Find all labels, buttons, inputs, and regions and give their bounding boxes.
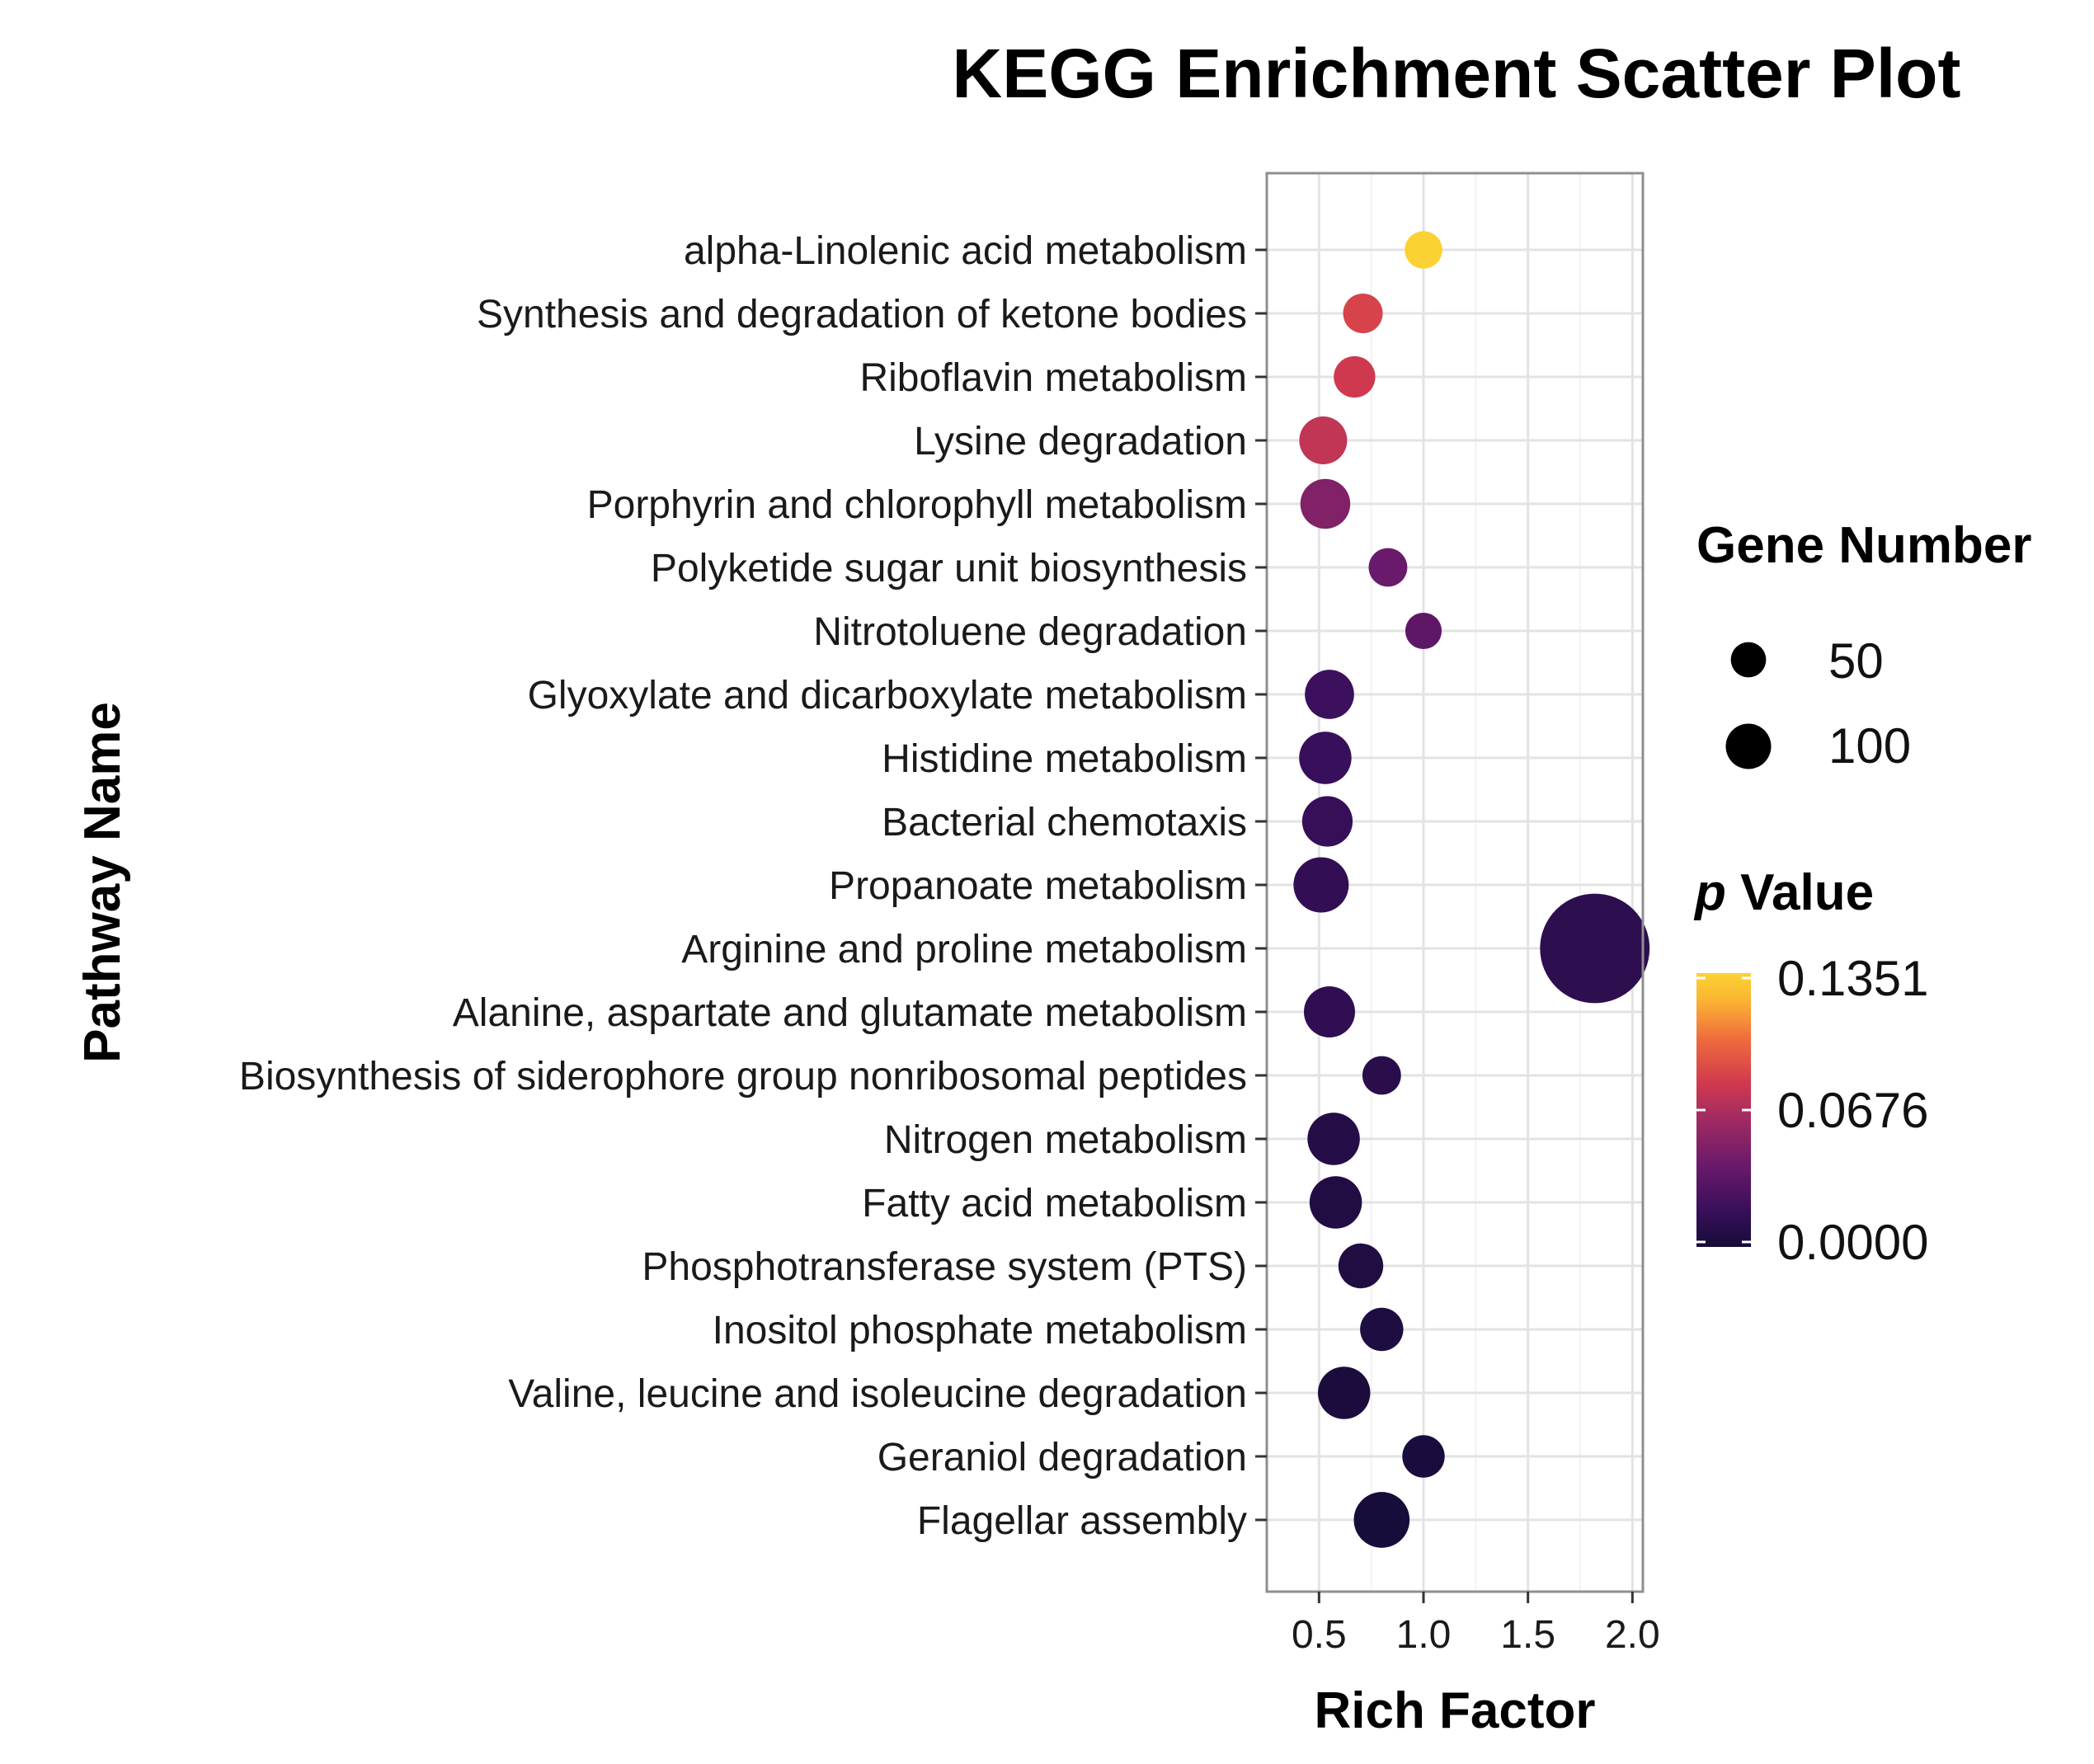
data-point bbox=[1362, 1056, 1401, 1095]
pathway-label: Glyoxylate and dicarboxylate metabolism bbox=[528, 674, 1247, 717]
size-legend-label-100: 100 bbox=[1828, 718, 1911, 774]
data-point bbox=[1300, 478, 1351, 529]
size-legend-label-50: 50 bbox=[1828, 633, 1884, 689]
data-point bbox=[1317, 1367, 1371, 1419]
color-legend-title-rest: Value bbox=[1726, 864, 1874, 921]
data-points bbox=[1293, 231, 1650, 1548]
x-tick-label: 1.5 bbox=[1500, 1613, 1555, 1657]
color-legend-title-italic: p bbox=[1693, 864, 1726, 921]
pathway-label: Porphyrin and chlorophyll metabolism bbox=[587, 483, 1247, 527]
color-legend-label-max: 0.1351 bbox=[1777, 951, 1929, 1006]
data-point bbox=[1304, 986, 1355, 1037]
data-point bbox=[1334, 355, 1376, 398]
color-legend-title: p Value bbox=[1693, 864, 1874, 921]
pathway-label: Propanoate metabolism bbox=[829, 864, 1247, 908]
pathway-label: Lysine degradation bbox=[914, 420, 1247, 463]
data-point bbox=[1309, 1176, 1362, 1229]
pathway-label: Bacterial chemotaxis bbox=[882, 801, 1247, 844]
pathway-label: Phosphotransferase system (PTS) bbox=[642, 1245, 1247, 1289]
pathway-label: Geraniol degradation bbox=[878, 1436, 1247, 1479]
pathway-label: Histidine metabolism bbox=[882, 737, 1247, 781]
x-tick-label: 1.0 bbox=[1396, 1613, 1452, 1657]
color-legend-label-mid: 0.0676 bbox=[1777, 1083, 1929, 1138]
data-point bbox=[1299, 416, 1348, 464]
pathway-label: Nitrotoluene degradation bbox=[813, 610, 1247, 654]
chart-title: KEGG Enrichment Scatter Plot bbox=[953, 35, 1961, 112]
pathway-label: Nitrogen metabolism bbox=[884, 1118, 1247, 1162]
data-point bbox=[1368, 548, 1408, 587]
pathway-label: Riboflavin metabolism bbox=[859, 356, 1247, 400]
data-point bbox=[1305, 670, 1354, 719]
color-legend-label-min: 0.0000 bbox=[1777, 1215, 1929, 1270]
pathway-label: Valine, leucine and isoleucine degradati… bbox=[508, 1372, 1247, 1416]
pathway-label: Arginine and proline metabolism bbox=[681, 928, 1247, 971]
data-point bbox=[1307, 1112, 1360, 1165]
size-legend-circle-100 bbox=[1725, 723, 1772, 769]
data-point bbox=[1405, 231, 1442, 269]
data-point bbox=[1338, 1243, 1384, 1289]
size-legend-circle-50 bbox=[1730, 642, 1767, 678]
x-tick-label: 2.0 bbox=[1605, 1613, 1660, 1657]
x-axis-ticks: 0.5 1.0 1.5 2.0 bbox=[1292, 1592, 1660, 1657]
x-tick-label: 0.5 bbox=[1292, 1613, 1347, 1657]
data-point bbox=[1299, 731, 1352, 784]
pathway-label: Alanine, aspartate and glutamate metabol… bbox=[453, 991, 1247, 1035]
pathway-label: alpha-Linolenic acid metabolism bbox=[684, 229, 1247, 273]
pathway-label: Polyketide sugar unit biosynthesis bbox=[651, 547, 1247, 590]
y-axis-title: Pathway Name bbox=[74, 702, 131, 1063]
x-axis-title: Rich Factor bbox=[1314, 1682, 1595, 1739]
data-point bbox=[1540, 893, 1650, 1004]
pathway-label: Synthesis and degradation of ketone bodi… bbox=[477, 293, 1247, 336]
data-point bbox=[1405, 612, 1442, 650]
data-point bbox=[1402, 1435, 1445, 1478]
pathway-label: Flagellar assembly bbox=[917, 1499, 1247, 1543]
data-point bbox=[1293, 857, 1349, 913]
data-point bbox=[1353, 1492, 1410, 1548]
plot-panel-border bbox=[1265, 172, 1645, 1593]
pathway-label: Inositol phosphate metabolism bbox=[713, 1309, 1247, 1352]
pathway-label: Biosynthesis of siderophore group nonrib… bbox=[239, 1055, 1247, 1098]
data-point bbox=[1301, 796, 1353, 847]
data-point bbox=[1343, 293, 1383, 334]
size-legend-title: Gene Number bbox=[1696, 517, 2032, 574]
pathway-label: Fatty acid metabolism bbox=[862, 1182, 1247, 1225]
data-point bbox=[1360, 1307, 1404, 1352]
pathway-labels: alpha-Linolenic acid metabolism Synthesis… bbox=[239, 229, 1267, 1543]
